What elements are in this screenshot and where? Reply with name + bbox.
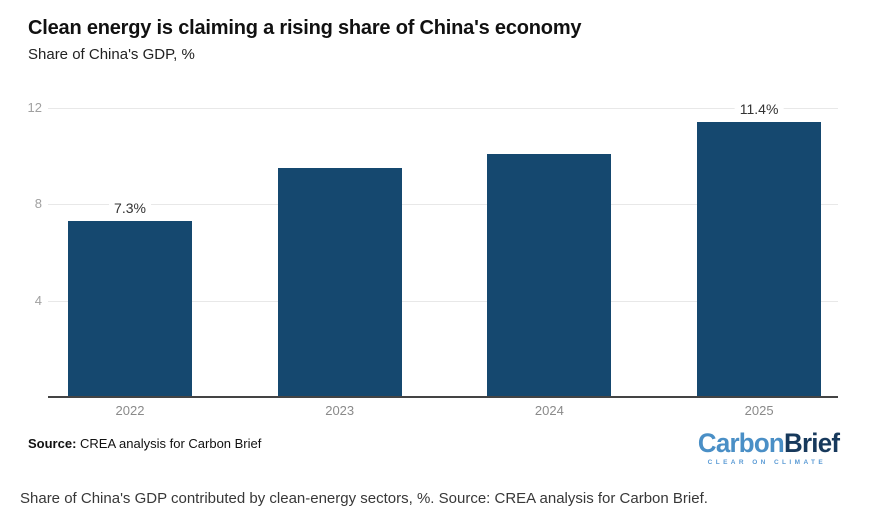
- x-axis-line: [48, 396, 838, 398]
- gridline-12: [48, 108, 838, 109]
- image-caption: Share of China's GDP contributed by clea…: [20, 490, 708, 507]
- plot-area: 4 8 12 2022 7.3% 2023 2024 2025 11.4%: [28, 90, 838, 418]
- x-tick-label-2022: 2022: [115, 403, 145, 418]
- carbonbrief-wordmark: CarbonBrief: [697, 428, 840, 458]
- source-line: Source: CREA analysis for Carbon Brief: [28, 436, 261, 451]
- y-tick-label-8: 8: [34, 196, 42, 212]
- gridline-8: [48, 204, 838, 206]
- source-label: Source:: [28, 436, 77, 451]
- bar-2024: [487, 153, 612, 397]
- data-label-2022: 7.3%: [109, 200, 151, 217]
- chart-title: Clean energy is claiming a rising share …: [28, 17, 582, 39]
- data-label-2025: 11.4%: [734, 101, 784, 118]
- source-text: CREA analysis for Carbon Brief: [76, 436, 262, 451]
- chart-subtitle: Share of China's GDP, %: [28, 46, 195, 63]
- x-tick-label-2025: 2025: [744, 403, 774, 418]
- logo-carbon-text: Carbon: [697, 428, 785, 458]
- logo-tagline: CLEAR ON CLIMATE: [707, 459, 827, 466]
- x-tick-label-2024: 2024: [534, 403, 564, 418]
- bar-2025: [697, 122, 822, 397]
- carbonbrief-logo: CarbonBrief CLEAR ON CLIMATE: [692, 428, 840, 466]
- logo-brief-text: Brief: [783, 428, 840, 458]
- x-tick-label-2023: 2023: [325, 403, 355, 418]
- bar-2023: [277, 168, 402, 397]
- y-tick-label-12: 12: [27, 100, 42, 115]
- gridline-4: [48, 300, 838, 302]
- y-tick-label-4: 4: [34, 292, 42, 308]
- bar-2022: [68, 221, 192, 397]
